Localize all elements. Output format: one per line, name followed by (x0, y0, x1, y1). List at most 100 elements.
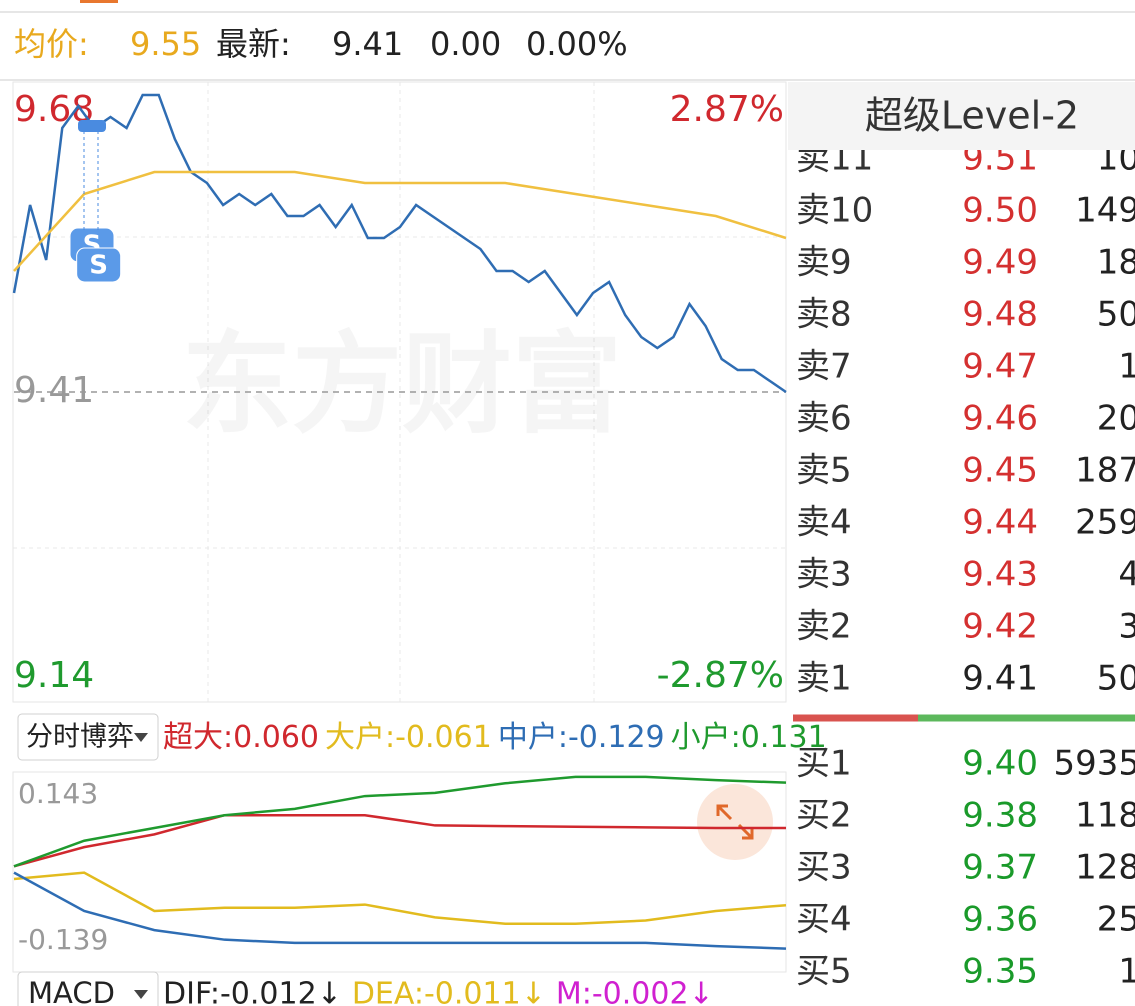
change-pct: 0.00% (526, 25, 628, 63)
level-volume: 50 (1097, 659, 1135, 699)
latest-value: 9.41 (332, 25, 403, 63)
level-label: 卖9 (796, 243, 852, 283)
orderbook-title-bar (788, 82, 1135, 150)
level-price: 9.40 (962, 744, 1038, 784)
level-price: 9.46 (962, 399, 1038, 439)
trade-badge (76, 247, 122, 283)
level-price: 9.51 (962, 139, 1038, 179)
level-label: 卖3 (796, 555, 852, 595)
level-price: 9.48 (962, 295, 1038, 335)
level-price: 9.37 (962, 848, 1038, 888)
level-price: 9.49 (962, 243, 1038, 283)
level-price: 9.43 (962, 555, 1038, 595)
macd-label: MACD (28, 976, 115, 1006)
level-label: 卖2 (796, 607, 852, 647)
series-line (13, 871, 787, 950)
flow-legend: 超大:0.060 (163, 720, 319, 755)
level-price: 9.44 (962, 503, 1038, 543)
change: 0.00 (430, 25, 501, 63)
level-volume: 1 (1118, 952, 1135, 992)
dropdown-arrow (134, 990, 148, 999)
macd-selector[interactable] (17, 971, 159, 1006)
grid-verticals (13, 82, 786, 702)
y2-tick-label: 2.87% (670, 89, 784, 130)
badge-top (78, 120, 106, 132)
level-label: 买5 (796, 952, 852, 992)
series-line (13, 813, 786, 868)
expand-button[interactable] (697, 784, 773, 860)
latest-label: 最新: (216, 25, 291, 63)
level-label: 买3 (796, 848, 852, 888)
level-price: 9.42 (962, 607, 1038, 647)
avg-label: 均价: (14, 25, 89, 63)
level-label: 卖5 (796, 451, 852, 491)
level-label: 卖6 (796, 399, 852, 439)
y-tick-label: 9.41 (14, 370, 94, 411)
y-tick-label: 0.143 (18, 777, 98, 810)
flow-legend-name: 中户: (498, 720, 568, 755)
flow-legend-value: 0.131 (741, 720, 827, 755)
level-price: 9.36 (962, 900, 1038, 940)
arrow (716, 804, 733, 821)
dropdown-arrow (134, 733, 148, 742)
level-volume: 149 (1075, 191, 1135, 231)
series-line (12, 93, 787, 394)
level-volume: 4 (1118, 555, 1135, 595)
level-volume: 25 (1097, 900, 1135, 940)
watermark: 东方财富 (182, 320, 622, 448)
level-volume: 3 (1118, 607, 1135, 647)
series-line (13, 170, 787, 272)
flow-selector-label: 分时博弈 (26, 722, 134, 753)
level-label: 卖1 (796, 659, 852, 699)
flow-legend: 中户:-0.129 (498, 720, 665, 755)
avg-value: 9.55 (130, 25, 201, 63)
level-label: 买1 (796, 744, 852, 784)
level-price: 9.45 (962, 451, 1038, 491)
level-label: 卖10 (796, 191, 873, 231)
flow-legend: 大户:-0.061 (325, 720, 492, 755)
orderbook-title: 超级Level-2 (865, 94, 1079, 138)
level-label: 卖4 (796, 503, 852, 543)
trade-badge-label: S (89, 251, 108, 281)
header: 均价: 9.55 最新: 9.41 0.00 0.00% (14, 25, 628, 63)
flow-legend-name: 小户: (671, 720, 741, 755)
y-tick-label: 9.14 (14, 655, 94, 696)
level-volume: 118 (1075, 796, 1135, 836)
level-label: 买4 (796, 900, 852, 940)
level-label: 卖7 (796, 347, 852, 387)
flow-legend-value: -0.129 (568, 720, 665, 755)
series-line (13, 775, 787, 868)
flow-legend-value: 0.060 (233, 720, 319, 755)
flow-selector[interactable] (17, 713, 159, 761)
macd-item: M:-0.002↓ (556, 977, 714, 1006)
level-volume: 1 (1118, 347, 1135, 387)
level-volume: 259 (1075, 503, 1135, 543)
level-label: 卖8 (796, 295, 852, 335)
level-price: 9.47 (962, 347, 1038, 387)
tab-indicator (80, 0, 118, 3)
level-price: 9.35 (962, 952, 1038, 992)
flow-legend: 小户:0.131 (671, 720, 827, 755)
macd-item: DEA:-0.011↓ (352, 977, 546, 1006)
flow-legend-name: 大户: (325, 720, 395, 755)
level-volume: 128 (1075, 848, 1135, 888)
flow-legend-name: 超大: (163, 720, 233, 755)
level-volume: 10 (1097, 139, 1135, 179)
series-line (13, 871, 787, 925)
level-price: 9.38 (962, 796, 1038, 836)
level-volume: 187 (1075, 451, 1135, 491)
level-volume: 20 (1097, 399, 1135, 439)
level-volume: 50 (1097, 295, 1135, 335)
flow-legend-value: -0.061 (395, 720, 492, 755)
level-volume: 5935 (1053, 744, 1135, 784)
level-volume: 18 (1097, 243, 1135, 283)
macd-item: DIF:-0.012↓ (163, 977, 342, 1006)
level-label: 卖11 (796, 139, 873, 179)
y-tick-label: -0.139 (18, 923, 108, 956)
y2-tick-label: -2.87% (657, 655, 784, 696)
level-label: 买2 (796, 796, 852, 836)
level-price: 9.41 (962, 659, 1038, 699)
flow-frame (12, 771, 787, 973)
